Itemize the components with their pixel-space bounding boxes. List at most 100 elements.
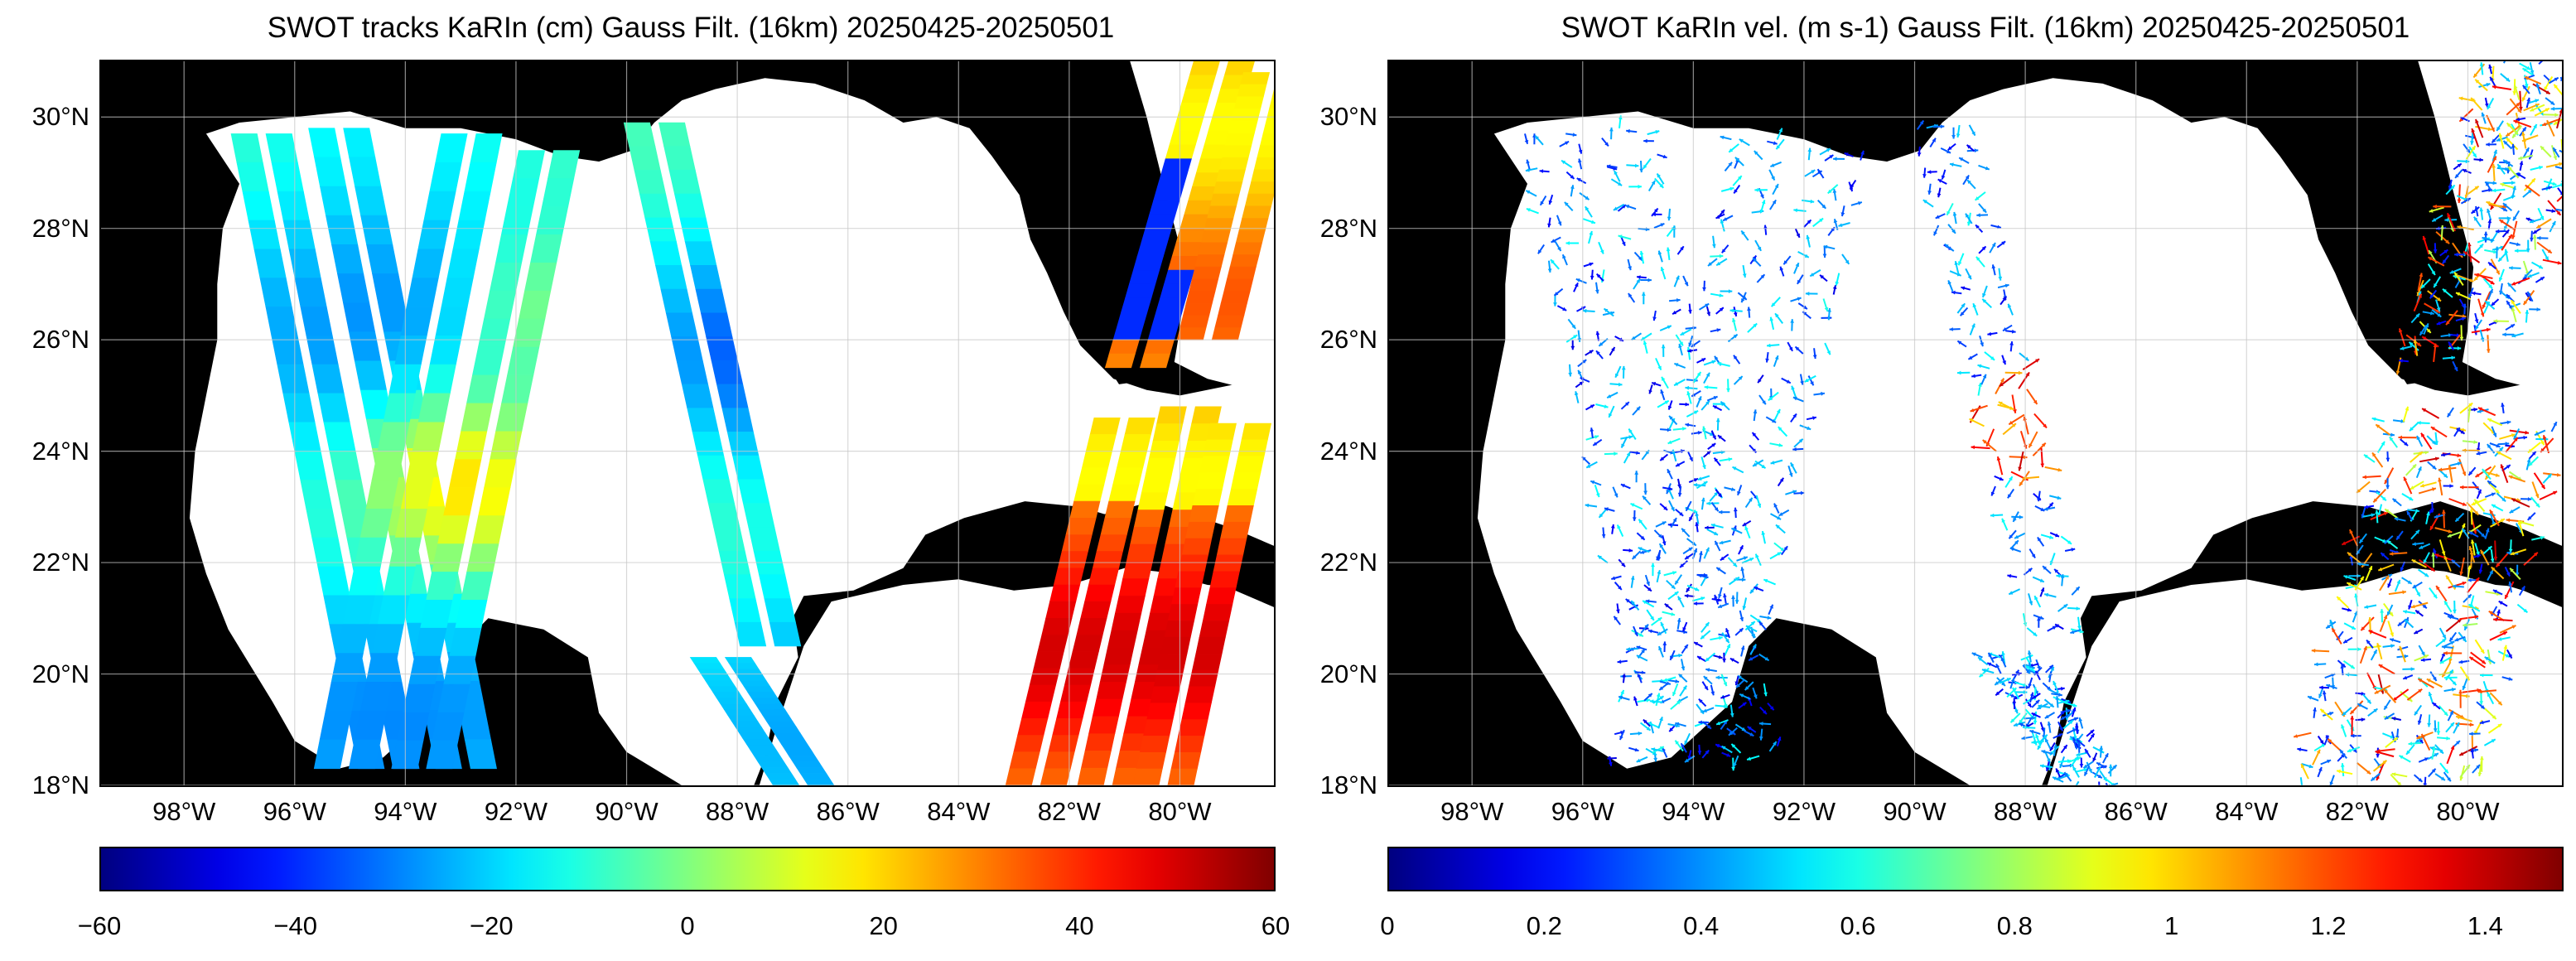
velocity-arrow-head	[1670, 655, 1674, 660]
ssh-swath-cell	[1169, 130, 1200, 146]
velocity-arrow-head	[2434, 456, 2439, 461]
velocity-arrow-head	[2340, 763, 2345, 767]
ssh-swath-cell	[1199, 456, 1230, 473]
velocity-arrow-head	[2001, 518, 2005, 523]
colorbar-tick-label: 0	[1380, 911, 1395, 940]
ssh-swath-cell	[1171, 587, 1202, 605]
velocity-arrow-head	[2486, 181, 2490, 186]
colorbar-tick-label: 0.2	[1526, 911, 1562, 940]
velocity-arrow-head	[1698, 698, 1703, 703]
ssh-swath-cell	[1152, 423, 1184, 442]
velocity-arrow-head	[2533, 124, 2537, 128]
velocity-arrow-head	[2343, 639, 2348, 644]
velocity-arrow-head	[1671, 612, 1676, 616]
ssh-swath-cell	[1104, 500, 1136, 519]
velocity-arrow-head	[2446, 736, 2450, 741]
ssh-swath-cell	[1174, 736, 1205, 753]
velocity-arrow-head	[1967, 180, 1971, 184]
velocity-arrow-head	[2364, 505, 2368, 509]
ssh-swath-cell	[1251, 169, 1274, 182]
velocity-arrow-head	[2400, 567, 2405, 572]
colorbar-tick-label: 1.4	[2467, 911, 2503, 940]
velocity-arrow-head	[1615, 373, 1619, 378]
velocity-arrow-head	[2542, 122, 2547, 127]
ssh-swath-cell	[1235, 229, 1266, 244]
velocity-arrow-head	[2550, 100, 2555, 105]
velocity-arrow-head	[1649, 699, 1654, 703]
velocity-arrow-head	[2556, 472, 2561, 477]
velocity-arrow-head	[2457, 619, 2462, 623]
velocity-arrow-head	[2006, 678, 2011, 682]
velocity-arrow-head	[1733, 563, 1737, 567]
velocity-arrow-head	[2506, 123, 2511, 128]
velocity-arrow-head	[2505, 654, 2510, 658]
velocity-arrow-head	[2396, 535, 2400, 540]
velocity-arrow-head	[2360, 576, 2364, 581]
velocity-arrow-head	[2092, 757, 2096, 762]
velocity-arrow-head	[1678, 674, 1683, 678]
colorbar-tick-label: 20	[869, 911, 898, 940]
velocity-arrow-head	[1763, 579, 1768, 583]
velocity-arrow-head	[2474, 615, 2479, 620]
velocity-arrow-head	[2454, 272, 2458, 277]
velocity-arrow-head	[1676, 723, 1680, 728]
velocity-arrow-head	[2433, 594, 2438, 599]
velocity-arrow-head	[1685, 555, 1690, 559]
velocity-arrow	[2557, 187, 2562, 196]
ssh-swath-cell	[1141, 475, 1172, 494]
ssh-swath-cell	[1171, 242, 1203, 257]
ssh-swath-cell	[317, 393, 350, 423]
ssh-swath-cell	[1220, 521, 1251, 539]
velocity-arrow-head	[2482, 659, 2486, 664]
ssh-swath-cell	[1137, 492, 1169, 510]
velocity-arrow-head	[2349, 554, 2354, 559]
ssh-swath-cell	[1199, 621, 1230, 638]
velocity-arrow-head	[2392, 498, 2397, 503]
velocity-arrow-head	[2471, 210, 2476, 214]
velocity-arrow-head	[2028, 443, 2033, 448]
ssh-swath-cell	[1139, 736, 1170, 753]
ssh-swath-cell	[687, 408, 719, 432]
velocity-arrow-head	[2530, 70, 2535, 75]
velocity-arrow-head	[2363, 646, 2367, 650]
velocity-arrow-head	[2019, 719, 2024, 724]
ssh-swath-cell	[1052, 717, 1083, 736]
velocity-arrow-head	[2481, 112, 2486, 117]
ssh-swath-cell	[1033, 651, 1064, 669]
ssh-swath-cell	[265, 133, 298, 163]
velocity-arrow-head	[2025, 666, 2030, 670]
velocity-arrow-head	[1850, 184, 1855, 189]
velocity-arrow-head	[2419, 545, 2424, 549]
velocity-arrow-head	[2352, 748, 2357, 753]
velocity-arrow-head	[1664, 603, 1669, 608]
velocity-arrow-head	[2505, 442, 2510, 446]
velocity-arrow-head	[1957, 370, 1961, 375]
velocity-arrow-head	[2458, 96, 2463, 101]
ssh-swath-cell	[735, 727, 766, 734]
velocity-arrow-head	[2471, 291, 2476, 296]
velocity-arrow-head	[2526, 458, 2531, 463]
velocity-arrow-head	[2000, 378, 2004, 383]
velocity-arrow-head	[2399, 645, 2403, 650]
velocity-arrow-head	[1639, 250, 1644, 255]
graticule	[101, 61, 1274, 785]
velocity-arrow-head	[1807, 426, 1811, 430]
velocity-arrow-head	[2033, 720, 2038, 725]
velocity-arrow-head	[2515, 572, 2520, 577]
velocity-arrow-head	[1922, 174, 1927, 178]
ssh-swath-cell	[674, 193, 707, 219]
longitude-label: 82°W	[2325, 797, 2389, 826]
velocity-arrow-head	[1638, 732, 1643, 736]
ssh-swath-cell	[1216, 538, 1247, 556]
velocity-arrow-head	[1840, 212, 1845, 217]
velocity-arrow-head	[1718, 493, 1722, 497]
velocity-arrow-head	[1689, 456, 1693, 461]
ssh-swath-cell	[383, 566, 416, 596]
velocity-arrow-head	[1961, 286, 1966, 291]
velocity-arrow-head	[2422, 604, 2427, 609]
velocity-arrow	[2554, 166, 2562, 170]
velocity-arrow-head	[2443, 473, 2448, 478]
velocity-arrow-head	[1674, 382, 1679, 386]
velocity-arrow-head	[2361, 692, 2366, 696]
velocity-arrow-head	[1769, 604, 1773, 609]
